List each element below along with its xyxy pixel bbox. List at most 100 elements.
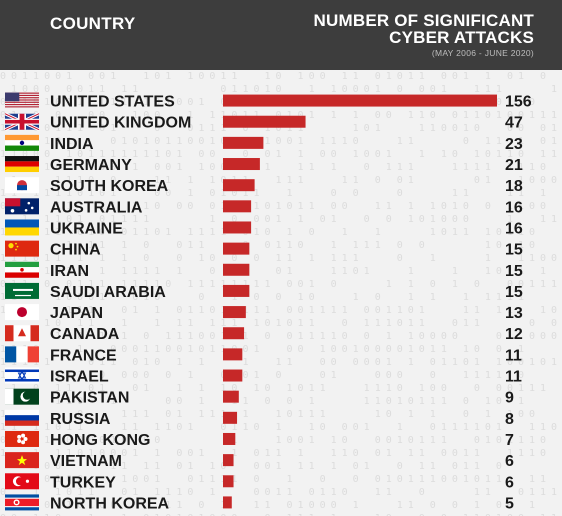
saudi-arabia-flag-script — [13, 288, 33, 291]
us-flag-stripe — [5, 99, 39, 101]
value-label: 11 — [505, 369, 522, 386]
country-label: TURKEY — [50, 474, 116, 491]
india-flag-stripe — [5, 134, 39, 141]
country-label: ISRAEL — [50, 369, 109, 386]
russia-flag — [5, 409, 39, 426]
china-flag-field — [5, 240, 39, 257]
israel-flag — [5, 367, 39, 384]
china-flag — [5, 240, 39, 257]
us-flag-stripe — [5, 94, 39, 97]
country-label: FRANCE — [50, 347, 117, 364]
china-flag-star — [16, 245, 19, 248]
bar — [223, 242, 250, 255]
value-label: 156 — [505, 94, 532, 111]
canada-flag-stripe — [5, 325, 14, 342]
australia-flag — [5, 198, 39, 215]
israel-flag-star — [17, 372, 27, 381]
ukraine-flag-stripe — [5, 227, 39, 236]
metric-title-line2: CYBER ATTACKS — [389, 28, 534, 47]
country-label: JAPAN — [50, 305, 103, 322]
bar — [223, 94, 497, 107]
russia-flag-stripe — [5, 415, 39, 421]
value-label: 15 — [505, 284, 523, 301]
hong-kong-flag-field — [5, 430, 39, 447]
country-label: UKRAINE — [50, 220, 123, 237]
bar — [223, 390, 239, 403]
australia-flag-star — [27, 201, 31, 205]
country-label: CANADA — [50, 326, 120, 343]
france-flag-stripe — [5, 346, 17, 363]
hong-kong-flag-petal — [23, 436, 28, 441]
country-label: INDIA — [50, 136, 94, 153]
bar — [223, 179, 255, 192]
value-label: 6 — [505, 453, 514, 470]
turkey-flag — [5, 473, 39, 490]
value-label: 15 — [505, 242, 523, 259]
bar — [223, 369, 243, 382]
country-label: AUSTRALIA — [50, 199, 143, 216]
us-flag-stripe — [5, 104, 39, 106]
hong-kong-flag-petal — [17, 434, 22, 439]
canada-flag — [5, 325, 39, 342]
iran-flag-stripe — [5, 261, 39, 268]
north-korea-flag-stripe — [5, 498, 39, 507]
bar — [223, 115, 306, 128]
value-label: 7 — [505, 432, 514, 449]
germany-flag-stripe — [5, 156, 39, 162]
bar — [223, 432, 236, 445]
australia-flag-star — [10, 209, 15, 213]
us-flag-stripe — [5, 92, 39, 94]
bar — [223, 348, 243, 361]
japan-flag — [5, 304, 39, 321]
value-label: 11 — [505, 347, 522, 364]
canada-flag-stripe — [22, 325, 31, 342]
hong-kong-flag — [5, 430, 39, 447]
saudi-arabia-flag — [5, 282, 39, 299]
bar — [223, 158, 260, 171]
germany-flag — [5, 156, 39, 173]
value-label: 6 — [505, 474, 514, 491]
bar — [223, 475, 234, 488]
uk-flag-cross — [19, 113, 25, 130]
canada-flag-leaf — [18, 328, 26, 337]
israel-flag-star — [17, 370, 27, 379]
south-korea-flag — [5, 177, 39, 194]
france-flag-stripe — [16, 346, 28, 363]
date-range: (MAY 2006 - JUNE 2020) — [431, 48, 534, 58]
us-flag-canton — [5, 92, 20, 102]
pakistan-flag-hoist — [5, 388, 14, 405]
india-flag — [5, 134, 39, 151]
turkey-flag-crescent — [15, 477, 24, 486]
metric-column-header: NUMBER OF SIGNIFICANT CYBER ATTACKS (MAY… — [314, 12, 534, 58]
saudi-arabia-flag-sword — [15, 294, 31, 297]
country-label: HONG KONG — [50, 432, 150, 449]
iran-flag — [5, 261, 39, 278]
bar — [223, 200, 252, 213]
bar — [223, 411, 238, 424]
bar — [223, 284, 250, 297]
russia-flag-stripe — [5, 420, 39, 426]
country-label: SAUDI ARABIA — [50, 284, 166, 301]
bar — [223, 454, 234, 467]
germany-flag-stripe — [5, 166, 39, 173]
bar — [223, 136, 264, 149]
value-label: 16 — [505, 220, 523, 237]
value-label: 8 — [505, 411, 514, 428]
country-label: IRAN — [50, 263, 89, 280]
turkey-flag-star — [25, 479, 30, 483]
china-flag-star — [15, 242, 17, 245]
australia-flag-star — [24, 209, 28, 212]
ukraine-flag-stripe — [5, 219, 39, 228]
us-flag-stripe — [5, 97, 39, 99]
value-label: 13 — [505, 305, 523, 322]
uk-flag — [4, 112, 40, 132]
country-label: UNITED KINGDOM — [50, 115, 191, 132]
vietnam-flag — [5, 452, 39, 469]
france-flag-stripe — [27, 346, 39, 363]
metric-title-line1: NUMBER OF SIGNIFICANT — [313, 11, 534, 30]
russia-flag-stripe — [5, 409, 39, 416]
iran-flag-stripe — [5, 272, 39, 278]
country-label: UNITED STATES — [50, 94, 175, 111]
